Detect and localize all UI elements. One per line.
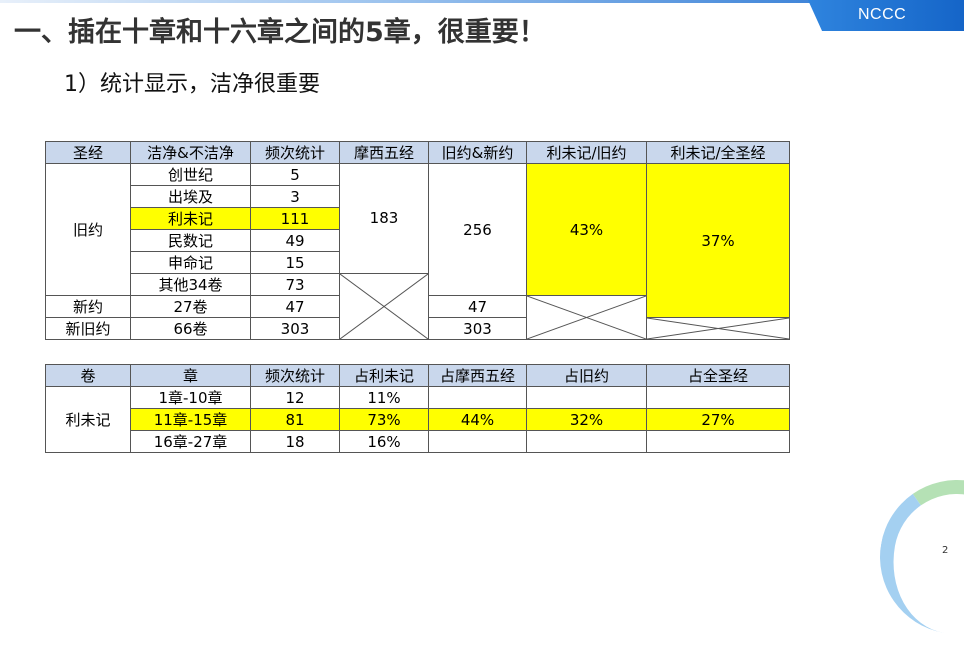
pct-bible-cell: 27% (646, 408, 790, 431)
nt-total-cell: 47 (428, 295, 527, 318)
table-row: 新旧约 66卷 303 303 (45, 317, 790, 340)
nt-count-cell: 47 (250, 295, 340, 318)
count-cell: 81 (250, 408, 340, 431)
page-number: 2 (942, 545, 949, 556)
book-name-cell: 其他34卷 (130, 273, 251, 296)
empty-crossed-cell (646, 317, 790, 340)
lev-ot-pct-cell: 43% (526, 163, 647, 296)
pentateuch-total-cell: 183 (339, 163, 429, 274)
all-count-cell: 303 (250, 317, 340, 340)
table-row: 民数记 49 (46, 229, 790, 252)
slide-subtitle: 1）统计显示，洁净很重要 (64, 72, 320, 97)
chapters-cell: 11章-15章 (130, 408, 251, 431)
column-header: 频次统计 (250, 364, 340, 387)
decorative-corner-arc (867, 467, 964, 646)
book-name-cell: 申命记 (130, 251, 251, 274)
slide-title: 一、插在十章和十六章之间的5章，很重要！ (14, 17, 546, 48)
book-name-cell: 利未记 (130, 207, 251, 230)
empty-crossed-cell (339, 273, 429, 340)
column-header: 占利未记 (339, 364, 429, 387)
count-cell: 49 (250, 229, 340, 252)
column-header: 洁净&不洁净 (130, 141, 251, 164)
table-row: 旧约 创世纪 5 183 256 43% 37% (45, 163, 790, 318)
table-row-highlighted: 11章-15章 81 73% 44% 32% 27% (45, 408, 790, 431)
pct-bible-cell (646, 430, 790, 453)
purity-statistics-table: 圣经 洁净&不洁净 频次统计 摩西五经 旧约&新约 利未记/旧约 利未记/全圣经… (45, 141, 790, 340)
table-row: 新约 27卷 47 47 (45, 295, 790, 340)
all-total-cell: 303 (428, 317, 527, 340)
pct-lev-cell: 11% (339, 386, 429, 409)
ot-total-cell: 256 (428, 163, 527, 296)
count-cell: 12 (250, 386, 340, 409)
chapters-cell: 1章-10章 (130, 386, 251, 409)
book-label-cell: 利未记 (45, 386, 131, 453)
pct-bible-cell (646, 386, 790, 409)
column-header: 圣经 (45, 141, 131, 164)
pct-ot-cell: 32% (526, 408, 647, 431)
book-name-cell: 创世纪 (130, 163, 251, 186)
count-cell: 18 (250, 430, 340, 453)
nt-label-cell: 新约 (45, 295, 131, 318)
pct-lev-cell: 73% (339, 408, 429, 431)
column-header: 旧约&新约 (428, 141, 527, 164)
column-header: 利未记/全圣经 (646, 141, 790, 164)
table-header-row: 卷 章 频次统计 占利未记 占摩西五经 占旧约 占全圣经 (45, 364, 790, 387)
ot-label-cell: 旧约 (45, 163, 131, 296)
all-label-cell: 新旧约 (45, 317, 131, 340)
pct-pent-cell: 44% (428, 408, 527, 431)
nccc-badge (808, 0, 964, 31)
nccc-badge-label: NCCC (858, 6, 907, 23)
leviticus-chapters-table: 卷 章 频次统计 占利未记 占摩西五经 占旧约 占全圣经 利未记 1章-10章 … (45, 364, 790, 453)
column-header: 摩西五经 (339, 141, 429, 164)
column-header: 卷 (45, 364, 131, 387)
column-header: 章 (130, 364, 251, 387)
book-name-cell: 出埃及 (130, 185, 251, 208)
lev-bible-pct-cell: 37% (646, 163, 790, 318)
pct-ot-cell (526, 430, 647, 453)
column-header: 占全圣经 (646, 364, 790, 387)
count-cell: 5 (250, 163, 340, 186)
empty-crossed-cell (526, 295, 647, 340)
table-row: 利未记 1章-10章 12 11% (45, 386, 790, 453)
table-row: 其他34卷 73 (46, 273, 790, 340)
nt-books-cell: 27卷 (130, 295, 251, 318)
column-header: 占摩西五经 (428, 364, 527, 387)
pct-ot-cell (526, 386, 647, 409)
top-accent-line (0, 0, 964, 3)
column-header: 频次统计 (250, 141, 340, 164)
count-cell: 3 (250, 185, 340, 208)
count-cell: 111 (250, 207, 340, 230)
count-cell: 73 (250, 273, 340, 296)
column-header: 占旧约 (526, 364, 647, 387)
table-row: 出埃及 3 (46, 185, 790, 208)
table-row: 16章-27章 18 16% (46, 430, 790, 453)
count-cell: 15 (250, 251, 340, 274)
pct-pent-cell (428, 386, 527, 409)
pct-pent-cell (428, 430, 527, 453)
book-name-cell: 民数记 (130, 229, 251, 252)
all-books-cell: 66卷 (130, 317, 251, 340)
column-header: 利未记/旧约 (526, 141, 647, 164)
table-header-row: 圣经 洁净&不洁净 频次统计 摩西五经 旧约&新约 利未记/旧约 利未记/全圣经 (45, 141, 790, 164)
pct-lev-cell: 16% (339, 430, 429, 453)
chapters-cell: 16章-27章 (130, 430, 251, 453)
